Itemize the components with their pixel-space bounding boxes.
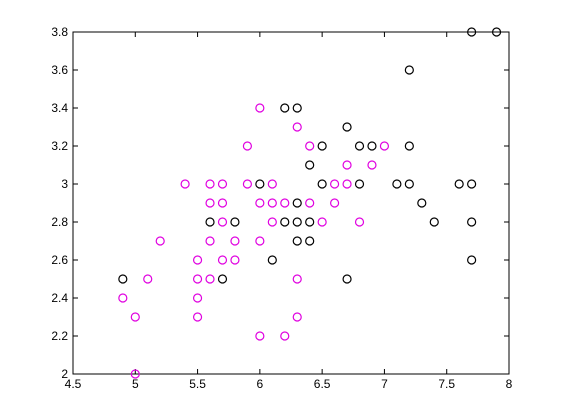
data-point-series-2	[293, 313, 301, 321]
data-point-series-2	[144, 275, 152, 283]
y-tick-label: 2	[61, 367, 68, 381]
data-point-series-2	[231, 237, 239, 245]
data-point-series-1	[455, 180, 463, 188]
data-point-series-2	[268, 180, 276, 188]
data-point-series-2	[281, 199, 289, 207]
data-point-series-2	[293, 275, 301, 283]
data-point-series-2	[306, 199, 314, 207]
data-point-series-1	[306, 218, 314, 226]
plot-area-frame	[73, 32, 509, 374]
data-point-series-1	[468, 180, 476, 188]
y-tick-label: 2.6	[51, 253, 68, 267]
data-point-series-2	[243, 142, 251, 150]
data-point-series-1	[268, 256, 276, 264]
data-point-series-2	[218, 180, 226, 188]
x-tick-label: 6	[257, 377, 264, 391]
axes	[73, 32, 509, 374]
data-point-series-2	[380, 142, 388, 150]
y-axis-ticks: 2 2.2 2.4 2.6 2.8 3 3.2 3.4 3.6 3.8	[51, 25, 509, 381]
x-tick-label: 7	[381, 377, 388, 391]
data-point-series-1	[368, 142, 376, 150]
data-point-series-2	[218, 256, 226, 264]
data-point-series-1	[281, 218, 289, 226]
y-tick-label: 3	[61, 177, 68, 191]
data-point-series-2	[343, 161, 351, 169]
data-point-series-2	[356, 218, 364, 226]
y-tick-label: 2.8	[51, 215, 68, 229]
x-tick-label: 5	[132, 377, 139, 391]
data-point-series-1	[405, 142, 413, 150]
data-point-series-2	[343, 180, 351, 188]
data-point-series-1	[281, 104, 289, 112]
y-tick-label: 2.2	[51, 329, 68, 343]
data-point-series-1	[293, 104, 301, 112]
data-point-series-2	[218, 218, 226, 226]
data-point-series-2	[131, 313, 139, 321]
data-point-series-2	[206, 199, 214, 207]
data-point-series-2	[206, 275, 214, 283]
y-tick-label: 3.8	[51, 25, 68, 39]
data-point-series-2	[268, 199, 276, 207]
data-point-series-2	[331, 199, 339, 207]
y-tick-label: 3.2	[51, 139, 68, 153]
data-point-series-1	[306, 161, 314, 169]
y-tick-label: 3.6	[51, 63, 68, 77]
data-point-series-1	[468, 218, 476, 226]
data-point-series-1	[356, 142, 364, 150]
data-point-series-2	[318, 218, 326, 226]
data-point-series-1	[430, 218, 438, 226]
data-point-series-2	[156, 237, 164, 245]
data-point-series-2	[194, 256, 202, 264]
data-point-series-2	[243, 180, 251, 188]
data-point-series-2	[306, 142, 314, 150]
data-point-series-2	[268, 218, 276, 226]
y-tick-label: 3.4	[51, 101, 68, 115]
data-point-series-2	[231, 256, 239, 264]
data-point-series-1	[405, 66, 413, 74]
data-point-series-1	[119, 275, 127, 283]
data-point-series-1	[343, 123, 351, 131]
data-point-series-2	[181, 180, 189, 188]
data-point-series-1	[293, 237, 301, 245]
data-point-series-1	[468, 256, 476, 264]
data-point-series-1	[293, 199, 301, 207]
data-point-series-1	[218, 275, 226, 283]
data-point-series-1	[306, 237, 314, 245]
x-tick-label: 7.5	[438, 377, 455, 391]
data-point-series-1	[343, 275, 351, 283]
data-point-series-1	[318, 180, 326, 188]
data-point-series-1	[393, 180, 401, 188]
data-point-series-2	[256, 104, 264, 112]
data-point-series-2	[194, 275, 202, 283]
data-point-series-2	[256, 332, 264, 340]
data-point-series-2	[218, 199, 226, 207]
data-point-series-1	[418, 199, 426, 207]
data-point-series-2	[256, 237, 264, 245]
data-point-series-2	[281, 332, 289, 340]
data-point-series-2	[194, 313, 202, 321]
data-point-series-2	[119, 294, 127, 302]
data-point-series-2	[293, 123, 301, 131]
data-point-series-1	[293, 218, 301, 226]
data-point-series-1	[256, 180, 264, 188]
data-point-series-1	[356, 180, 364, 188]
data-point-series-2	[206, 180, 214, 188]
x-tick-label: 6.5	[314, 377, 331, 391]
data-point-series-1	[206, 218, 214, 226]
data-point-series-2	[256, 199, 264, 207]
data-point-series-2	[194, 294, 202, 302]
data-point-series-2	[368, 161, 376, 169]
data-point-series-1	[318, 142, 326, 150]
y-tick-label: 2.4	[51, 291, 68, 305]
data-point-series-2	[206, 237, 214, 245]
data-point-series-2	[331, 180, 339, 188]
data-point-series-1	[405, 180, 413, 188]
data-points	[119, 28, 501, 378]
x-tick-label: 5.5	[189, 377, 206, 391]
x-tick-label: 8	[506, 377, 513, 391]
data-point-series-1	[231, 218, 239, 226]
